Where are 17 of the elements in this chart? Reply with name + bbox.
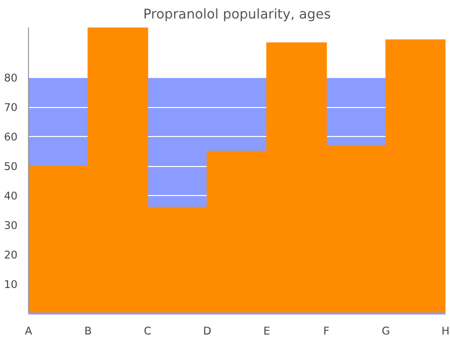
y-tick-label: 60	[4, 130, 18, 144]
x-tick-label: F	[323, 324, 330, 338]
x-tick-label: A	[24, 324, 33, 338]
x-tick-label: E	[263, 324, 270, 338]
y-tick-label: 70	[4, 101, 18, 114]
y-tick-label: 40	[4, 190, 18, 203]
x-tick-label: B	[84, 324, 92, 338]
y-tick-label: 80	[4, 72, 18, 85]
x-tick-label: D	[203, 324, 212, 338]
x-tick-label: C	[144, 324, 152, 338]
y-tick-label: 50	[4, 160, 18, 174]
y-tick-label: 20	[4, 248, 18, 262]
x-tick-label: G	[382, 324, 390, 338]
x-tick-label: H	[441, 324, 450, 338]
y-tick-label: 10	[4, 278, 18, 292]
chart-title: Propranolol popularity, ages	[143, 8, 331, 22]
y-tick-label: 30	[4, 219, 18, 232]
